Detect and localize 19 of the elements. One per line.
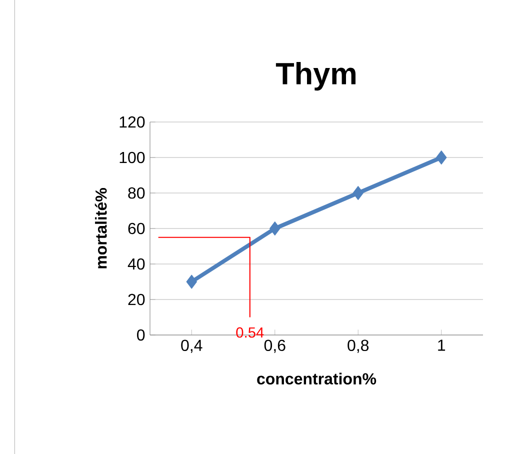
- y-tick-label: 0: [137, 329, 145, 341]
- y-axis-title: mortalité%: [94, 188, 107, 268]
- point: [352, 186, 364, 200]
- x-tick-label: 0,8: [348, 340, 369, 353]
- y-tick-label: 80: [128, 187, 145, 199]
- y-tick-label: 40: [128, 258, 145, 270]
- x-tick-label: 0,4: [181, 340, 202, 353]
- x-tick-label: 1: [438, 340, 446, 351]
- y-tick-label: 20: [128, 294, 145, 306]
- y-tick-label: 60: [128, 222, 145, 234]
- y-tick-label: 120: [120, 116, 145, 128]
- y-tick-label: 100: [120, 152, 145, 164]
- point: [270, 222, 280, 236]
- point: [186, 274, 197, 289]
- x-tick-label: 0,6: [264, 340, 286, 353]
- annotation: 0.54: [236, 327, 264, 338]
- chart-title: Thym: [276, 62, 356, 91]
- point: [436, 150, 447, 165]
- x-axis-title: concentration%: [257, 372, 376, 384]
